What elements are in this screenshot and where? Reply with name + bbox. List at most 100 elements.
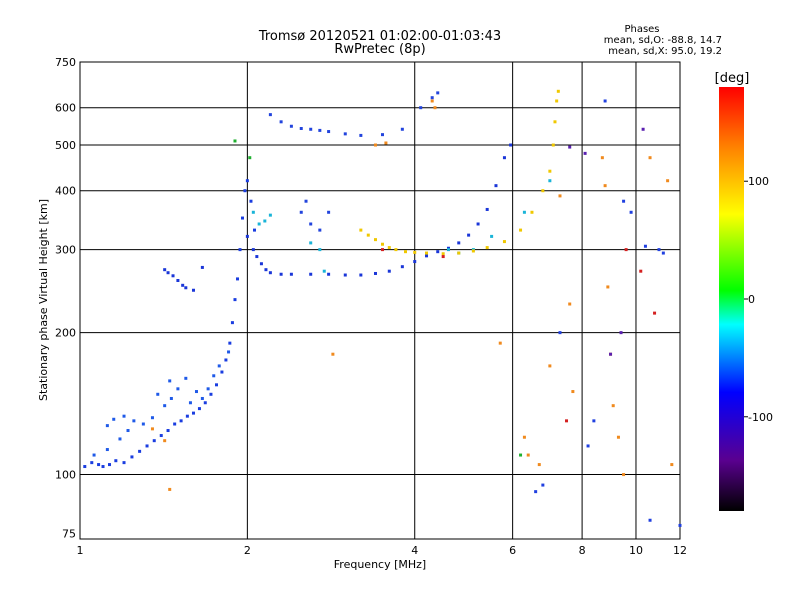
plot-frame <box>79 61 681 540</box>
stats-heading: Phases <box>624 24 659 35</box>
data-point <box>200 396 204 400</box>
grid-lines <box>80 62 680 539</box>
data-point <box>318 128 322 132</box>
data-point <box>220 370 224 374</box>
data-point <box>509 143 513 147</box>
data-point <box>268 113 272 117</box>
data-point <box>173 422 177 426</box>
data-point <box>176 387 180 391</box>
data-point <box>565 419 569 423</box>
data-point <box>163 439 167 443</box>
data-point <box>105 448 109 452</box>
data-point <box>243 189 247 193</box>
data-point <box>168 487 172 491</box>
data-point <box>318 228 322 232</box>
data-point <box>299 127 303 131</box>
y-tick-label: 75 <box>62 527 76 540</box>
data-point <box>83 465 87 469</box>
data-point <box>494 184 498 188</box>
data-point <box>184 376 188 380</box>
chart-subtitle: RwPretec (8p) <box>334 42 425 57</box>
data-point <box>279 120 283 124</box>
data-point <box>171 274 175 278</box>
data-point <box>309 241 313 245</box>
data-point <box>457 251 461 255</box>
data-point <box>413 260 417 264</box>
data-point <box>228 341 232 345</box>
data-point <box>248 156 252 160</box>
data-point <box>670 463 674 467</box>
data-point <box>441 255 445 259</box>
data-point <box>217 364 221 368</box>
data-point <box>259 262 263 266</box>
data-point <box>616 435 620 439</box>
data-point <box>430 99 434 103</box>
data-point <box>191 411 195 415</box>
data-point <box>548 179 552 183</box>
data-point <box>609 352 613 356</box>
data-point <box>622 199 626 203</box>
data-point <box>433 106 437 110</box>
data-point <box>359 133 363 137</box>
data-point <box>105 424 109 428</box>
data-point <box>255 255 259 259</box>
data-point <box>661 251 665 255</box>
data-point <box>322 269 326 273</box>
data-point <box>387 246 391 250</box>
data-point <box>366 233 370 237</box>
data-point <box>548 169 552 173</box>
data-point <box>643 244 647 248</box>
data-point <box>606 285 610 289</box>
data-point <box>548 364 552 368</box>
data-point <box>380 248 384 252</box>
data-point <box>571 390 575 394</box>
y-tick-label: 300 <box>55 244 76 257</box>
data-point <box>541 189 545 193</box>
data-point <box>318 248 322 252</box>
data-point <box>558 331 562 335</box>
data-point <box>264 268 268 272</box>
y-tick-label: 500 <box>55 139 76 152</box>
y-tick-label: 400 <box>55 185 76 198</box>
data-point <box>586 444 590 448</box>
data-point <box>114 459 118 463</box>
data-point <box>289 124 293 128</box>
data-point <box>227 350 231 354</box>
data-point <box>141 422 145 426</box>
data-point <box>611 404 615 408</box>
data-point <box>236 277 240 281</box>
data-point <box>541 483 545 487</box>
data-point <box>169 396 173 400</box>
data-point <box>522 210 526 214</box>
data-point <box>309 222 313 226</box>
x-tick-label: 8 <box>579 544 586 557</box>
data-point <box>400 127 404 131</box>
y-tick-label: 100 <box>55 469 76 482</box>
data-point <box>331 352 335 356</box>
x-tick-label: 1 <box>77 544 84 557</box>
data-point <box>519 228 523 232</box>
data-point <box>343 273 347 277</box>
data-point <box>251 248 255 252</box>
data-point <box>92 453 96 457</box>
data-point <box>343 132 347 136</box>
data-point <box>126 429 130 433</box>
data-point <box>648 156 652 160</box>
x-axis-label: Frequency [MHz] <box>334 558 426 571</box>
data-point <box>502 156 506 160</box>
data-point <box>238 248 242 252</box>
data-point <box>309 272 313 276</box>
data-point <box>490 234 494 238</box>
data-point <box>446 248 450 252</box>
data-point <box>359 273 363 277</box>
x-tick-label: 4 <box>411 544 418 557</box>
data-point <box>530 210 534 214</box>
data-point <box>436 250 440 254</box>
data-point <box>108 463 112 467</box>
data-point <box>519 453 523 457</box>
data-point <box>185 414 189 418</box>
data-point <box>603 99 607 103</box>
data-point <box>122 414 126 418</box>
data-point <box>289 272 293 276</box>
data-point <box>384 141 388 145</box>
